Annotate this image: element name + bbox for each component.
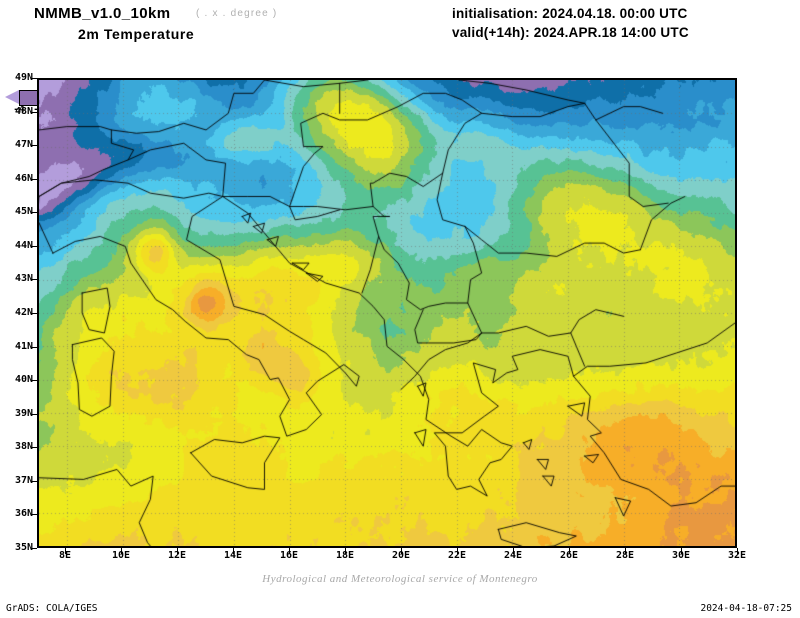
longitude-tick-label: 12E: [167, 550, 187, 561]
temperature-field-canvas: [39, 80, 735, 546]
longitude-tick-mark: [401, 548, 402, 554]
valid-time: valid(+14h): 2024.APR.18 14:00 UTC: [452, 25, 689, 40]
longitude-tick-mark: [569, 548, 570, 554]
colorbar: -4-202468101214161820222426283032343638: [0, 44, 800, 115]
agency-credit: Hydrological and Meteorological service …: [262, 573, 538, 585]
longitude-tick-label: 16E: [279, 550, 299, 561]
chart-header: NMMB_v1.0_10km ( . x . degree ) 2m Tempe…: [0, 0, 800, 44]
latitude-tick-mark: [31, 212, 37, 214]
latitude-tick-mark: [31, 447, 37, 449]
model-title: NMMB_v1.0_10km: [34, 5, 171, 22]
latitude-tick-mark: [31, 279, 37, 281]
longitude-tick-mark: [65, 548, 66, 554]
latitude-tick-mark: [31, 111, 37, 113]
initialisation-time: initialisation: 2024.04.18. 00:00 UTC: [452, 6, 688, 21]
longitude-tick-label: 26E: [559, 550, 579, 561]
latitude-tick-label: 45N: [14, 206, 33, 218]
longitude-tick-mark: [513, 548, 514, 554]
longitude-tick-mark: [289, 548, 290, 554]
latitude-tick-mark: [31, 346, 37, 348]
longitude-tick-mark: [121, 548, 122, 554]
longitude-tick-mark: [625, 548, 626, 554]
longitude-tick-mark: [345, 548, 346, 554]
latitude-tick-label: 42N: [14, 307, 33, 318]
latitude-tick-mark: [31, 548, 37, 549]
latitude-tick-label: 40N: [14, 374, 33, 386]
latitude-tick-label: 43N: [14, 273, 33, 285]
latitude-tick-mark: [31, 514, 37, 516]
generation-timestamp: 2024-04-18-07:25: [700, 603, 792, 614]
longitude-tick-label: 20E: [391, 550, 411, 561]
latitude-tick-mark: [31, 78, 37, 79]
map-plot-area[interactable]: [37, 78, 737, 548]
longitude-tick-mark: [177, 548, 178, 554]
latitude-tick-label: 47N: [14, 139, 33, 151]
units-note: ( . x . degree ): [196, 8, 278, 19]
longitude-tick-mark: [737, 548, 738, 554]
longitude-tick-label: 14E: [223, 550, 243, 561]
latitude-tick-mark: [31, 380, 37, 382]
longitude-tick-label: 32E: [727, 550, 747, 561]
longitude-tick-label: 30E: [671, 550, 691, 561]
longitude-tick-mark: [233, 548, 234, 554]
latitude-tick-mark: [31, 145, 37, 147]
latitude-tick-label: 39N: [14, 407, 33, 419]
colorbar-under-arrow-icon: [5, 90, 19, 104]
latitude-tick-label: 48N: [14, 105, 33, 117]
latitude-tick-mark: [31, 413, 37, 415]
field-title: 2m Temperature: [78, 26, 195, 42]
latitude-tick-label: 35N: [14, 542, 33, 553]
latitude-tick-label: 36N: [14, 508, 33, 520]
latitude-tick-label: 38N: [14, 441, 33, 453]
longitude-tick-label: 18E: [335, 550, 355, 561]
latitude-tick-mark: [31, 178, 37, 180]
latitude-tick-label: 41N: [14, 340, 33, 352]
longitude-tick-label: 24E: [503, 550, 523, 561]
grads-attribution: GrADS: COLA/IGES: [6, 603, 98, 614]
latitude-tick-label: 37N: [14, 474, 33, 486]
longitude-tick-label: 22E: [447, 550, 467, 561]
latitude-tick-mark: [31, 480, 37, 482]
latitude-tick-label: 49N: [14, 72, 33, 83]
latitude-tick-label: 46N: [14, 172, 33, 184]
longitude-tick-mark: [681, 548, 682, 554]
longitude-tick-label: 28E: [615, 550, 635, 561]
latitude-tick-mark: [31, 313, 37, 314]
colorbar-tick: -4: [13, 104, 25, 115]
longitude-tick-mark: [457, 548, 458, 554]
longitude-tick-label: 10E: [111, 550, 131, 561]
longitude-tick-label: 8E: [58, 550, 72, 561]
latitude-tick-label: 44N: [14, 239, 33, 251]
latitude-tick-mark: [31, 245, 37, 247]
